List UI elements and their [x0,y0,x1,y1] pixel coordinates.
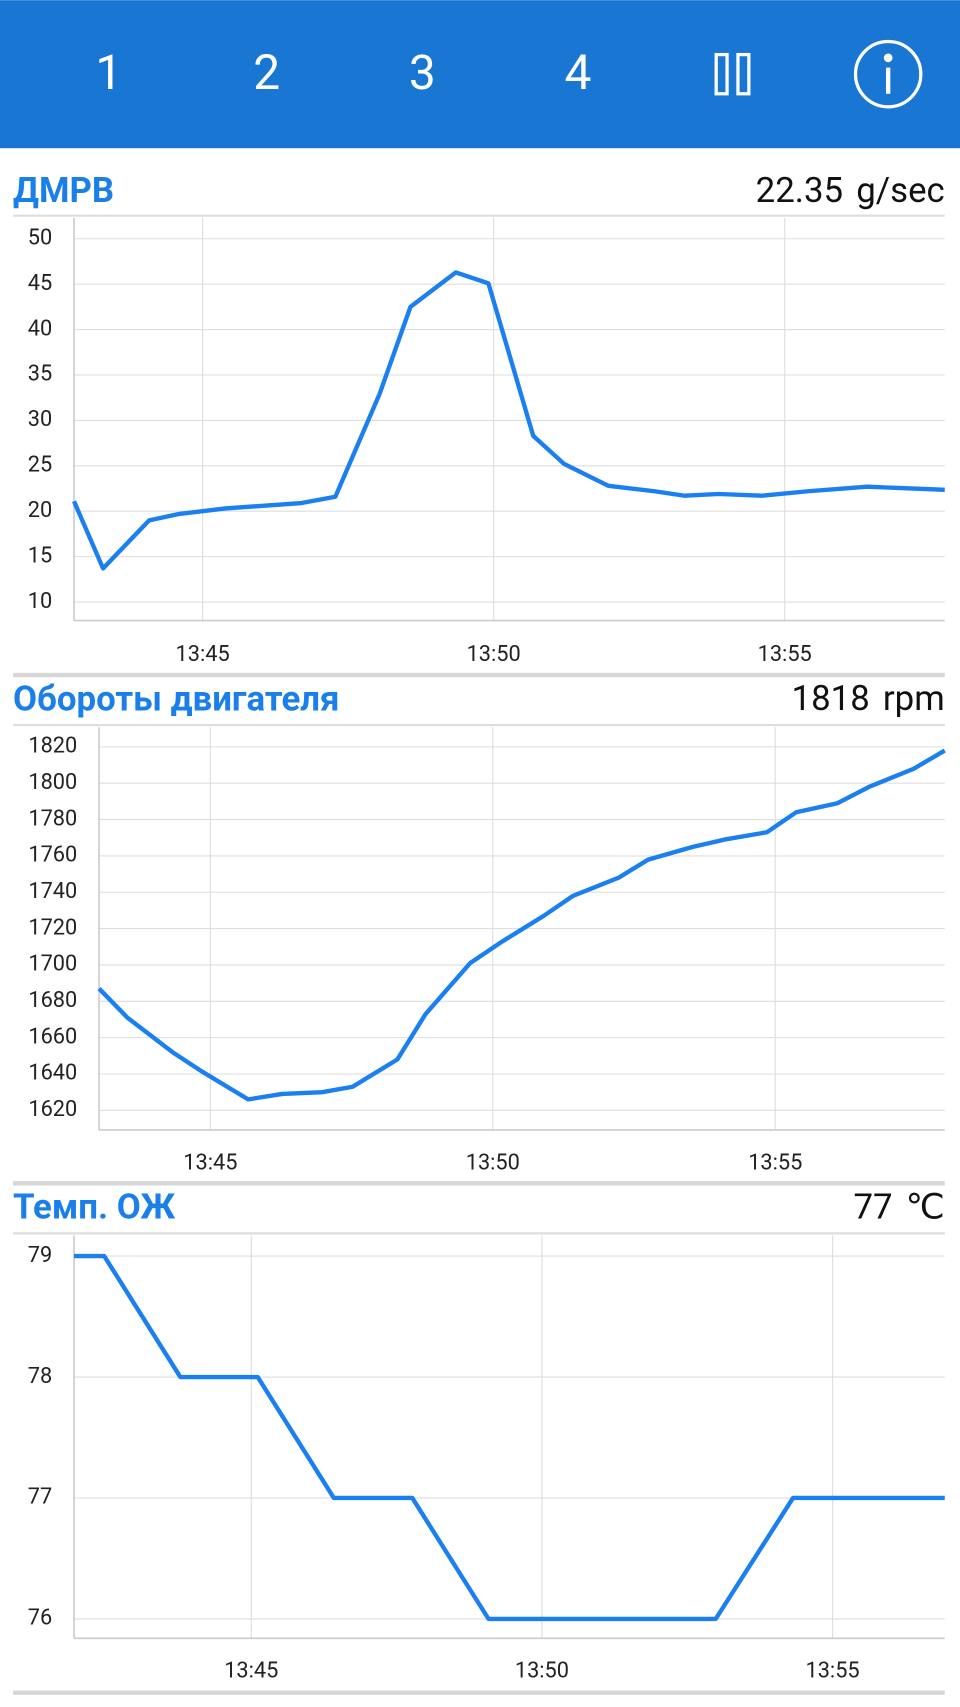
y-tick-label: 1800 [28,770,77,795]
y-tick-label: 30 [28,407,52,432]
y-tick-label: 77 [28,1485,52,1510]
x-tick-label: 13:55 [748,1150,802,1175]
x-tick-label: 13:55 [758,642,812,667]
y-tick-label: 79 [28,1243,52,1268]
tab[interactable]: 1 [95,45,122,101]
panel-shadow [13,1690,945,1695]
x-tick-label: 13:50 [515,1659,569,1684]
y-tick-label: 1740 [28,879,77,904]
x-tick-label: 13:50 [466,1150,520,1175]
y-tick-label: 15 [28,543,52,568]
data-line [97,748,946,1102]
readout-unit: g/sec [856,170,945,211]
data-line [74,1253,945,1622]
data-line [72,270,945,571]
readout-unit: rpm [883,678,945,719]
y-tick-label: 78 [28,1364,52,1389]
readout: 1818 rpm [792,678,945,719]
y-tick-label: 76 [28,1606,52,1631]
y-tick-label: 1720 [28,915,77,940]
chart-title: ДМРВ [13,170,114,211]
y-tick-label: 1780 [28,806,77,831]
tab[interactable]: 3 [409,45,436,101]
readout-value: 77 [853,1187,892,1228]
chart-title: Темп. ОЖ [13,1187,175,1228]
y-tick-label: 1620 [28,1097,77,1122]
tab[interactable]: 4 [564,45,591,101]
x-tick-label: 13:50 [467,642,521,667]
readout: 77 ℃ [853,1187,944,1228]
panel-shadow [13,672,945,678]
y-tick-label: 45 [28,271,52,296]
y-tick-label: 1660 [28,1024,77,1049]
readout-value: 22.35 [756,170,843,211]
y-tick-label: 1680 [28,988,77,1013]
y-tick-label: 1760 [28,843,77,868]
y-tick-label: 35 [28,362,52,387]
y-tick-label: 50 [28,225,52,250]
tab[interactable]: 2 [253,45,280,101]
readout: 22.35 g/sec [756,170,945,211]
pause-button[interactable] [714,52,751,96]
y-tick-label: 1700 [28,952,77,977]
y-tick-label: 40 [28,316,52,341]
toolbar [0,0,960,149]
x-tick-label: 13:45 [176,642,230,667]
x-tick-label: 13:55 [805,1659,859,1684]
x-tick-label: 13:45 [224,1659,278,1684]
info-button[interactable] [853,39,923,109]
readout-unit: ℃ [906,1187,945,1228]
readout-value: 1818 [792,678,870,719]
panel-shadow [13,1181,945,1186]
y-tick-label: 20 [28,498,52,523]
y-tick-label: 10 [28,589,52,614]
y-tick-label: 1640 [28,1061,77,1086]
x-tick-label: 13:45 [183,1150,237,1175]
y-tick-label: 1820 [28,734,77,759]
chart-title: Обороты двигателя [13,678,339,719]
y-tick-label: 25 [28,453,52,478]
